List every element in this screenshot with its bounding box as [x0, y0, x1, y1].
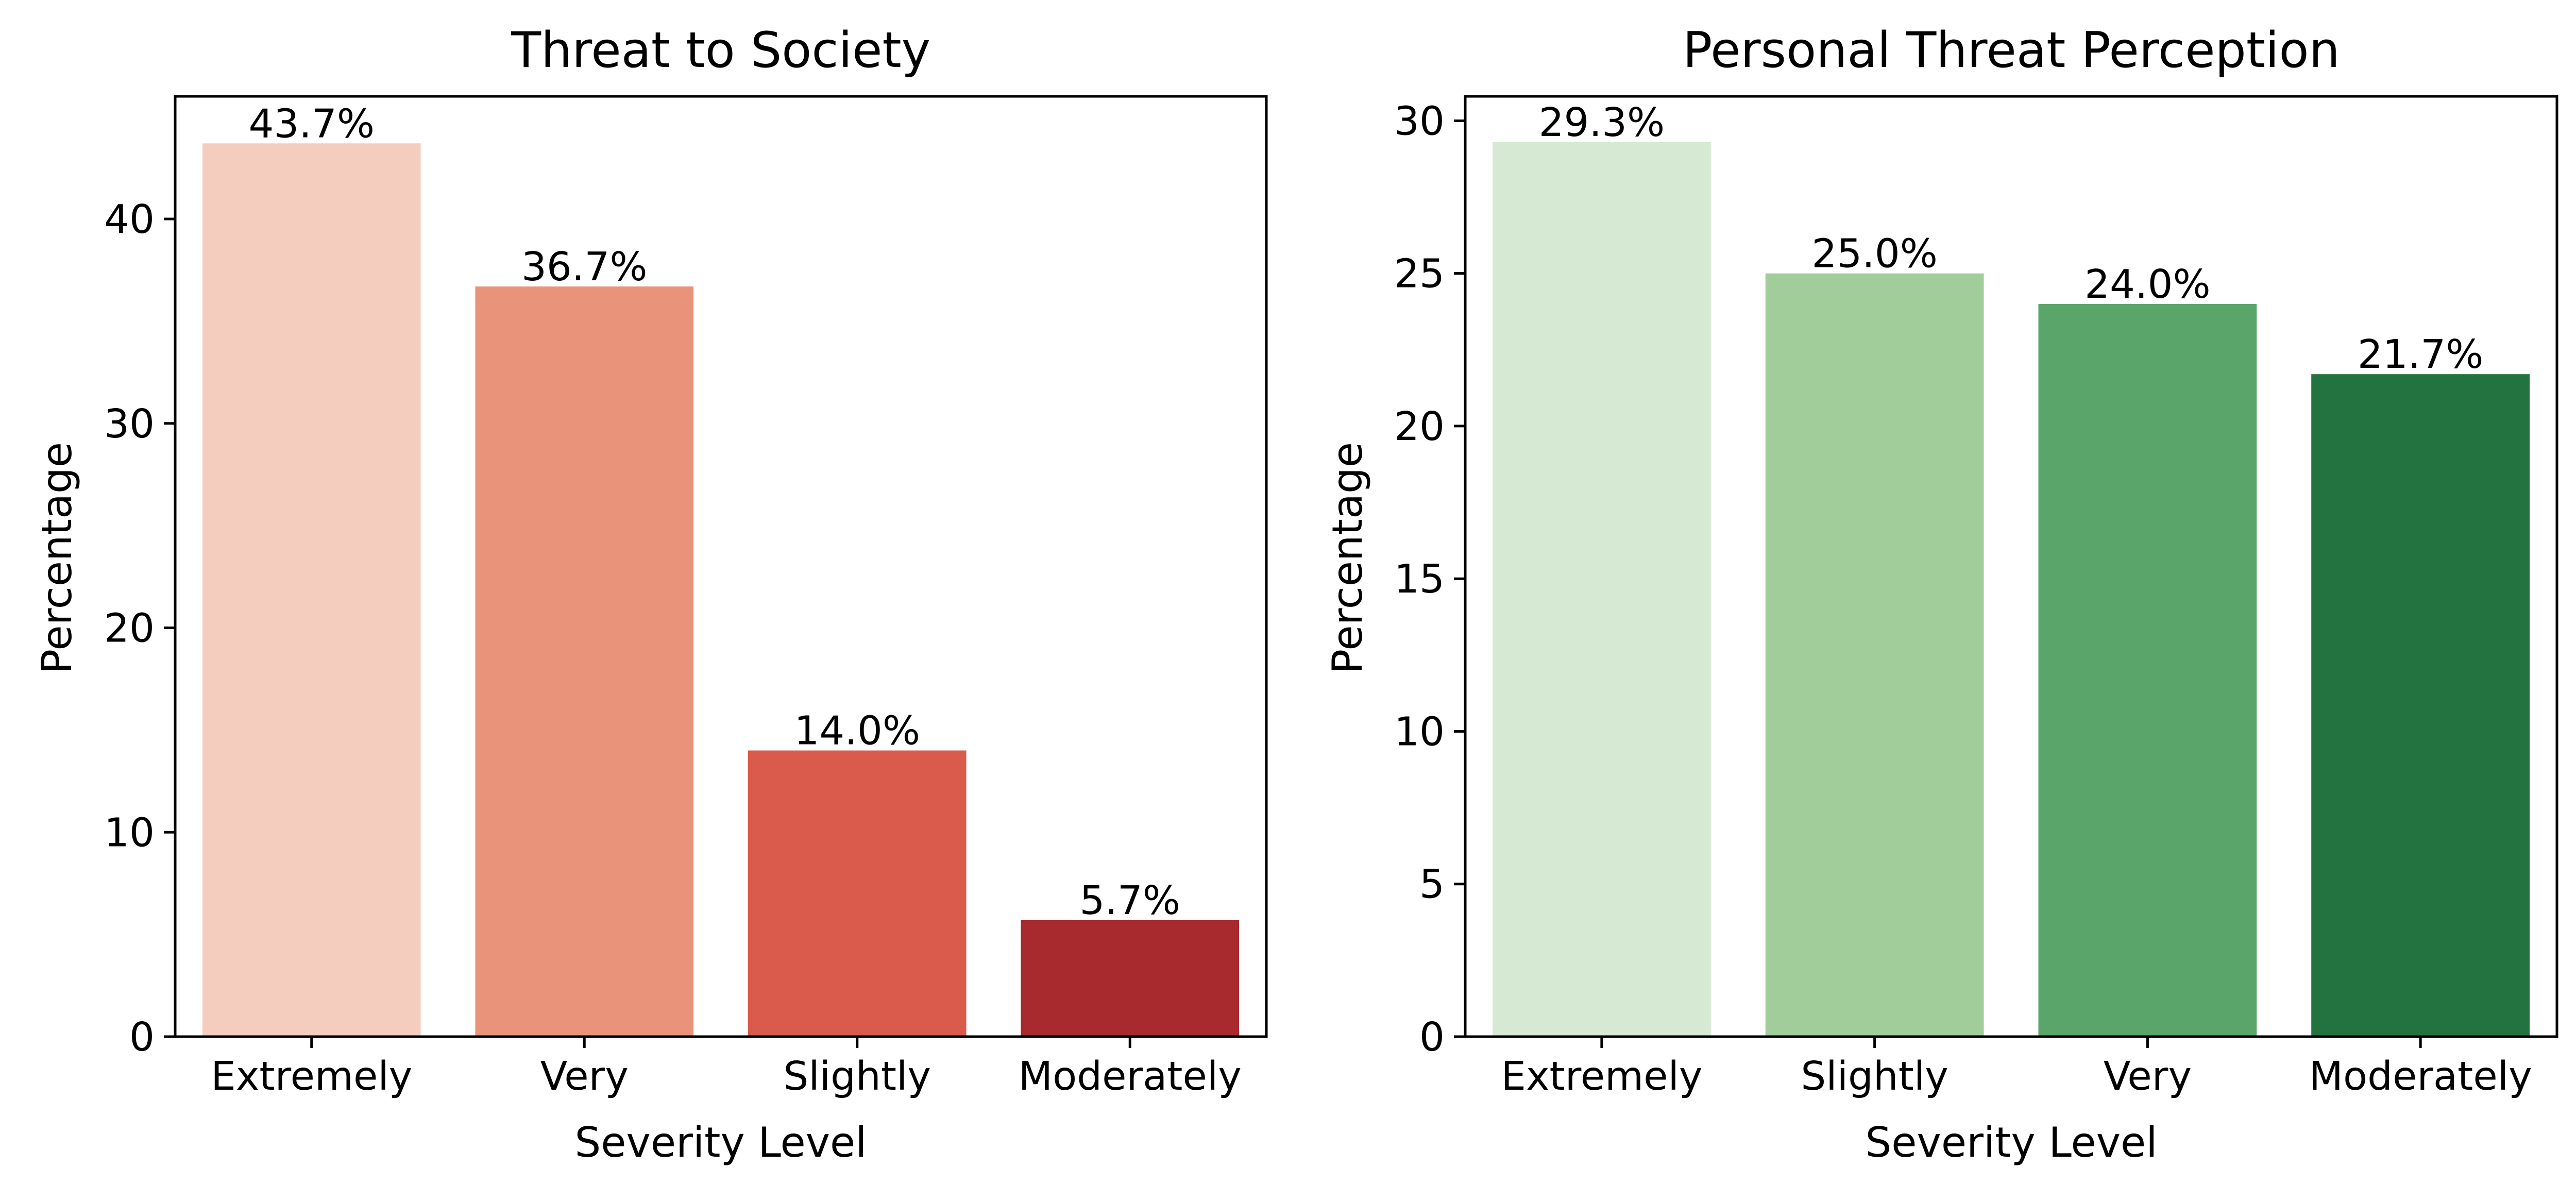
bar-very — [475, 286, 694, 1037]
bar-series — [202, 143, 1240, 1037]
y-tick-label: 10 — [104, 810, 155, 856]
x-tick-label: Very — [540, 1054, 629, 1099]
y-tick-label: 0 — [129, 1014, 155, 1060]
x-tick-label: Extremely — [1501, 1054, 1702, 1099]
y-tick-label: 20 — [1394, 404, 1445, 450]
data-label: 25.0% — [1811, 231, 1938, 277]
y-tick-label: 40 — [104, 197, 155, 243]
plot-frame — [1464, 95, 2558, 1038]
bar-slightly — [1765, 273, 1984, 1037]
x-tick-label: Moderately — [1019, 1054, 1242, 1099]
data-label: 36.7% — [521, 244, 648, 290]
data-label: 43.7% — [248, 101, 375, 147]
data-label: 21.7% — [2358, 332, 2484, 378]
y-tick-label: 20 — [104, 606, 155, 652]
y-tick-label: 30 — [1394, 98, 1445, 144]
bar-very — [2038, 303, 2257, 1037]
bar-extremely — [202, 143, 421, 1037]
y-axis-ticks: 0 10 20 30 40 — [104, 197, 175, 1060]
y-tick-label: 5 — [1419, 862, 1445, 908]
data-label: 14.0% — [794, 708, 920, 754]
x-axis-label: Severity Level — [1866, 1119, 2158, 1166]
chart-personal-threat-perception: Personal Threat Perception Severity Leve… — [1324, 22, 2558, 1166]
y-tick-label: 0 — [1419, 1014, 1445, 1060]
x-tick-label: Very — [2104, 1054, 2192, 1099]
bar-slightly — [748, 750, 967, 1037]
x-axis-ticks: Extremely Slightly Very Moderately — [1501, 1037, 2532, 1099]
plot-frame — [174, 95, 1268, 1038]
data-label: 5.7% — [1079, 878, 1180, 924]
data-label: 24.0% — [2084, 262, 2211, 308]
chart-title: Threat to Society — [511, 22, 930, 79]
bar-extremely — [1492, 142, 1711, 1037]
value-label-group: 43.7% 36.7% 14.0% 5.7% — [248, 101, 1180, 924]
x-tick-label: Moderately — [2309, 1054, 2532, 1099]
y-axis-ticks: 0 5 10 15 20 25 30 — [1394, 98, 1465, 1060]
y-axis-label: Percentage — [1324, 442, 1371, 674]
x-axis-label: Severity Level — [575, 1119, 867, 1166]
y-tick-label: 30 — [104, 401, 155, 447]
x-axis-ticks: Extremely Very Slightly Moderately — [211, 1037, 1242, 1099]
x-tick-label: Slightly — [1801, 1054, 1948, 1099]
x-tick-label: Extremely — [211, 1054, 412, 1099]
y-tick-label: 15 — [1394, 556, 1445, 602]
chart-title: Personal Threat Perception — [1683, 22, 2340, 79]
value-label-group: 29.3% 25.0% 24.0% 21.7% — [1539, 100, 2484, 378]
bar-series — [1492, 142, 2530, 1037]
x-tick-label: Slightly — [784, 1054, 931, 1099]
y-axis-label: Percentage — [33, 442, 81, 674]
bar-moderately — [2311, 374, 2530, 1037]
data-label: 29.3% — [1539, 100, 1665, 146]
chart-threat-to-society: Threat to Society Severity Level Percent… — [33, 22, 1268, 1166]
y-tick-label: 10 — [1394, 709, 1445, 755]
y-tick-label: 25 — [1394, 251, 1445, 297]
bar-moderately — [1021, 920, 1240, 1037]
